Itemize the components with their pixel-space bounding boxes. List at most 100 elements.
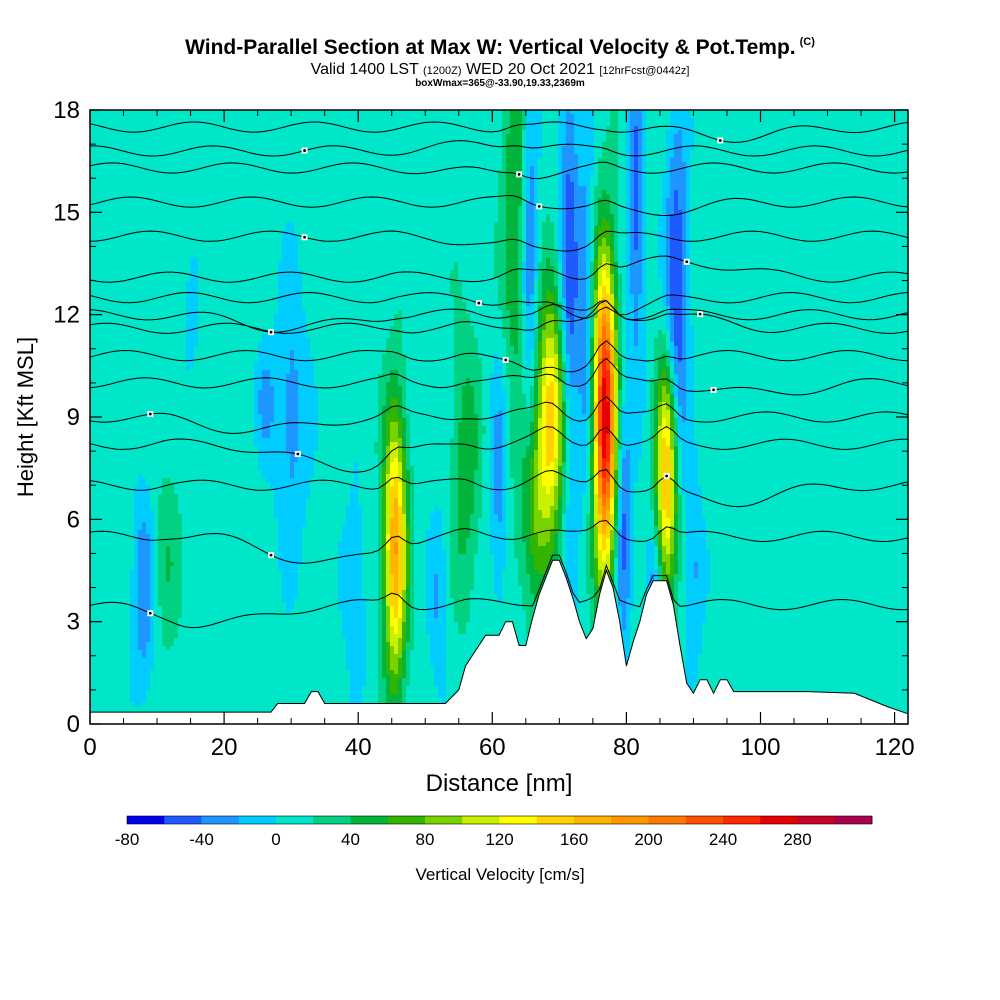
field-cell [238,166,243,171]
field-cell [526,182,531,187]
field-cell [822,130,827,135]
field-cell [554,182,559,187]
field-cell [698,166,703,171]
field-cell [162,190,167,195]
field-cell [494,162,499,167]
field-cell [674,190,679,195]
field-cell [670,174,675,179]
field-cell [706,178,711,183]
field-cell [486,146,491,151]
field-cell [534,142,539,147]
field-cell [262,118,267,123]
field-cell [250,154,255,159]
field-cell [270,150,275,155]
field-cell [606,186,611,191]
field-cell [882,114,887,119]
field-cell [858,122,863,127]
field-cell [462,178,467,183]
field-cell [450,182,455,187]
field-cell [170,130,175,135]
field-cell [322,138,327,143]
field-cell [574,178,579,183]
field-cell [898,146,903,151]
field-cell [210,146,215,151]
field-cell [570,154,575,159]
field-cell [362,158,367,163]
field-cell [250,186,255,191]
field-cell [382,118,387,123]
field-cell [734,158,739,163]
field-cell [442,150,447,155]
field-cell [822,138,827,143]
field-cell [106,114,111,119]
field-cell [690,166,695,171]
field-cell [454,114,459,119]
field-cell [386,150,391,155]
field-cell [122,130,127,135]
field-cell [126,126,131,131]
field-cell [698,114,703,119]
field-cell [242,138,247,143]
field-cell [702,114,707,119]
field-cell [334,166,339,171]
field-cell [94,118,99,123]
field-cell [854,194,859,199]
field-cell [298,166,303,171]
field-cell [214,118,219,123]
field-cell [718,186,723,191]
field-cell [774,178,779,183]
field-cell [582,154,587,159]
field-cell [550,154,555,159]
field-cell [230,190,235,195]
field-cell [106,154,111,159]
field-cell [254,182,259,187]
field-cell [362,114,367,119]
field-cell [246,194,251,199]
field-cell [870,114,875,119]
field-cell [302,126,307,131]
field-cell [646,142,651,147]
field-cell [486,118,491,123]
field-cell [790,134,795,139]
field-cell [258,170,263,175]
field-cell [654,130,659,135]
field-cell [250,178,255,183]
field-cell [706,138,711,143]
field-cell [754,150,759,155]
field-cell [726,174,731,179]
field-cell [246,146,251,151]
field-cell [726,154,731,159]
field-cell [350,190,355,195]
field-cell [334,138,339,143]
field-cell [402,118,407,123]
field-cell [738,162,743,167]
field-cell [210,194,215,199]
field-cell [786,130,791,135]
field-cell [862,162,867,167]
field-cell [438,154,443,159]
field-cell [802,186,807,191]
field-cell [454,158,459,163]
field-cell [390,142,395,147]
field-cell [274,142,279,147]
field-cell [358,154,363,159]
field-cell [630,158,635,163]
field-cell [666,162,671,167]
field-cell [238,158,243,163]
field-cell [386,158,391,163]
field-cell [206,126,211,131]
field-cell [354,142,359,147]
field-cell [522,166,527,171]
field-cell [282,186,287,191]
field-cell [446,114,451,119]
field-cell [806,158,811,163]
field-cell [858,146,863,151]
field-cell [558,174,563,179]
field-cell [798,138,803,143]
field-cell [234,178,239,183]
field-cell [114,158,119,163]
field-cell [262,146,267,151]
field-cell [522,158,527,163]
field-cell [366,182,371,187]
field-cell [894,190,899,195]
